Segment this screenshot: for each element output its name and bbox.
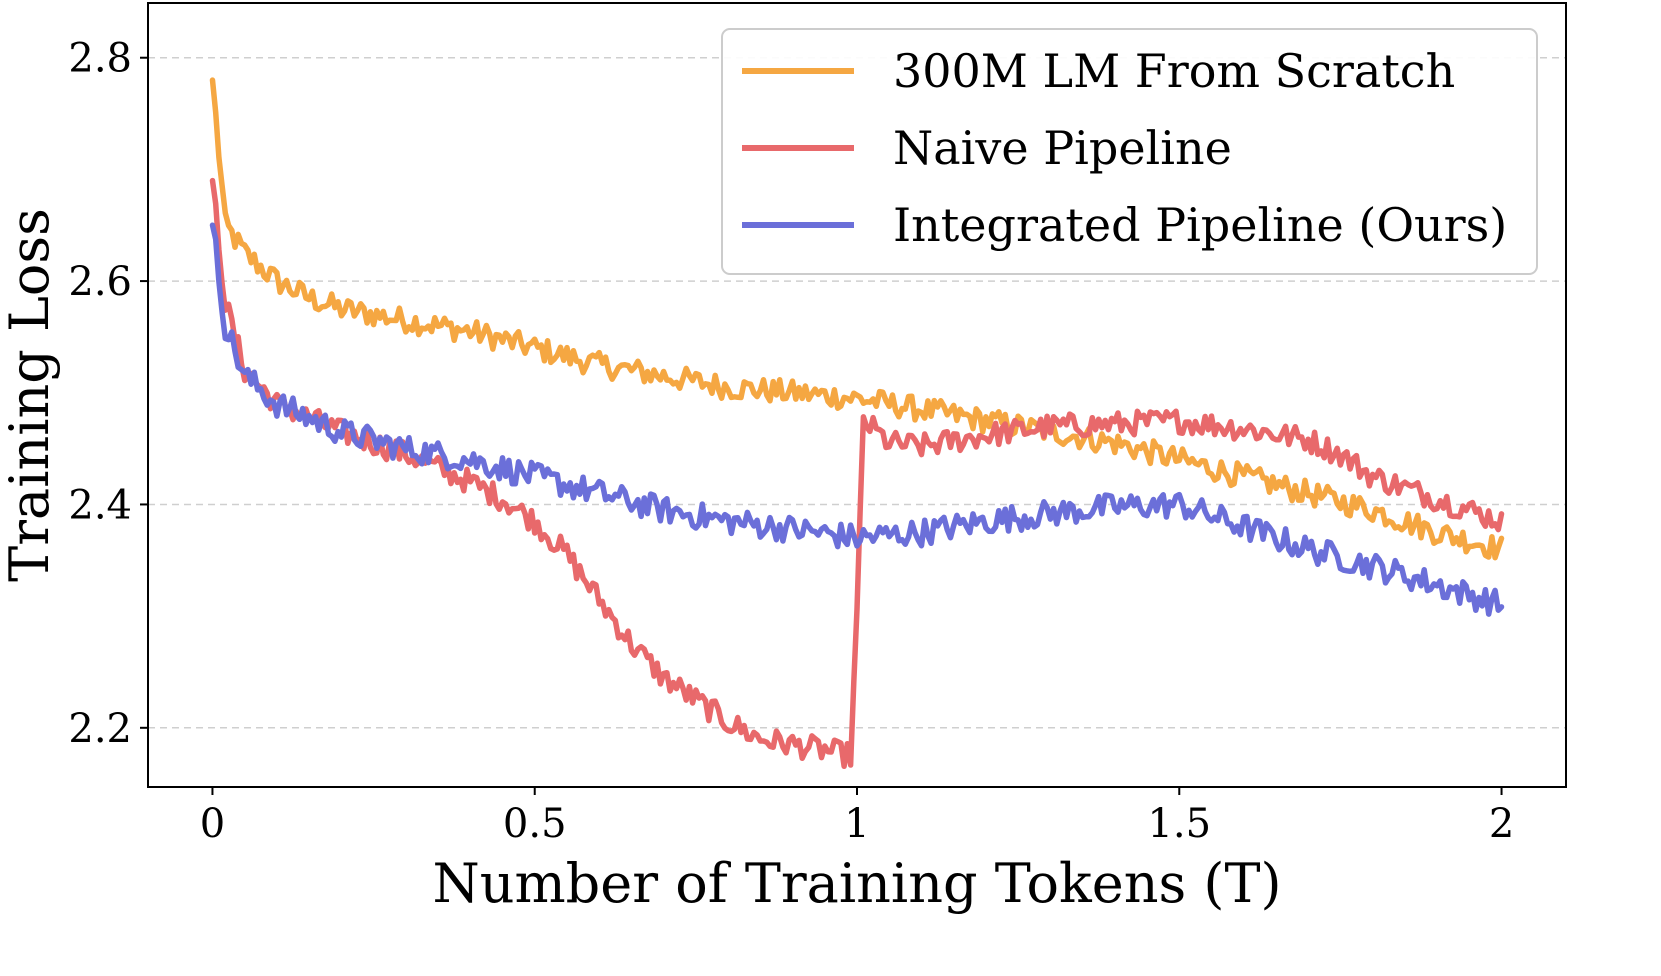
y-tick-label: 2.4	[68, 482, 132, 528]
legend-label: Naive Pipeline	[893, 121, 1232, 175]
y-tick-label: 2.6	[68, 259, 132, 305]
x-tick-label: 1.5	[1147, 801, 1211, 847]
legend-label: Integrated Pipeline (Ours)	[893, 198, 1507, 252]
series-line-3	[209, 222, 1505, 617]
x-tick-label: 2	[1489, 801, 1514, 847]
legend-box	[721, 28, 1538, 275]
x-tick-label: 0	[200, 801, 225, 847]
series-lines	[209, 77, 1505, 770]
series-line-1	[209, 77, 1505, 561]
x-tick-label: 1	[844, 801, 869, 847]
y-tick-label: 2.8	[68, 36, 132, 82]
y-axis-label: Training Loss	[0, 208, 61, 582]
x-tick-label: 0.5	[503, 801, 567, 847]
x-axis-label: Number of Training Tokens (T)	[432, 852, 1281, 915]
legend: 300M LM From Scratch Naive Pipeline Integr…	[721, 28, 1538, 275]
y-axis-ticks: 2.2 2.4 2.6 2.8	[68, 36, 148, 752]
y-tick-label: 2.2	[68, 706, 132, 752]
legend-label: 300M LM From Scratch	[893, 44, 1455, 98]
x-axis-ticks: 0 0.5 1 1.5 2	[200, 787, 1514, 847]
